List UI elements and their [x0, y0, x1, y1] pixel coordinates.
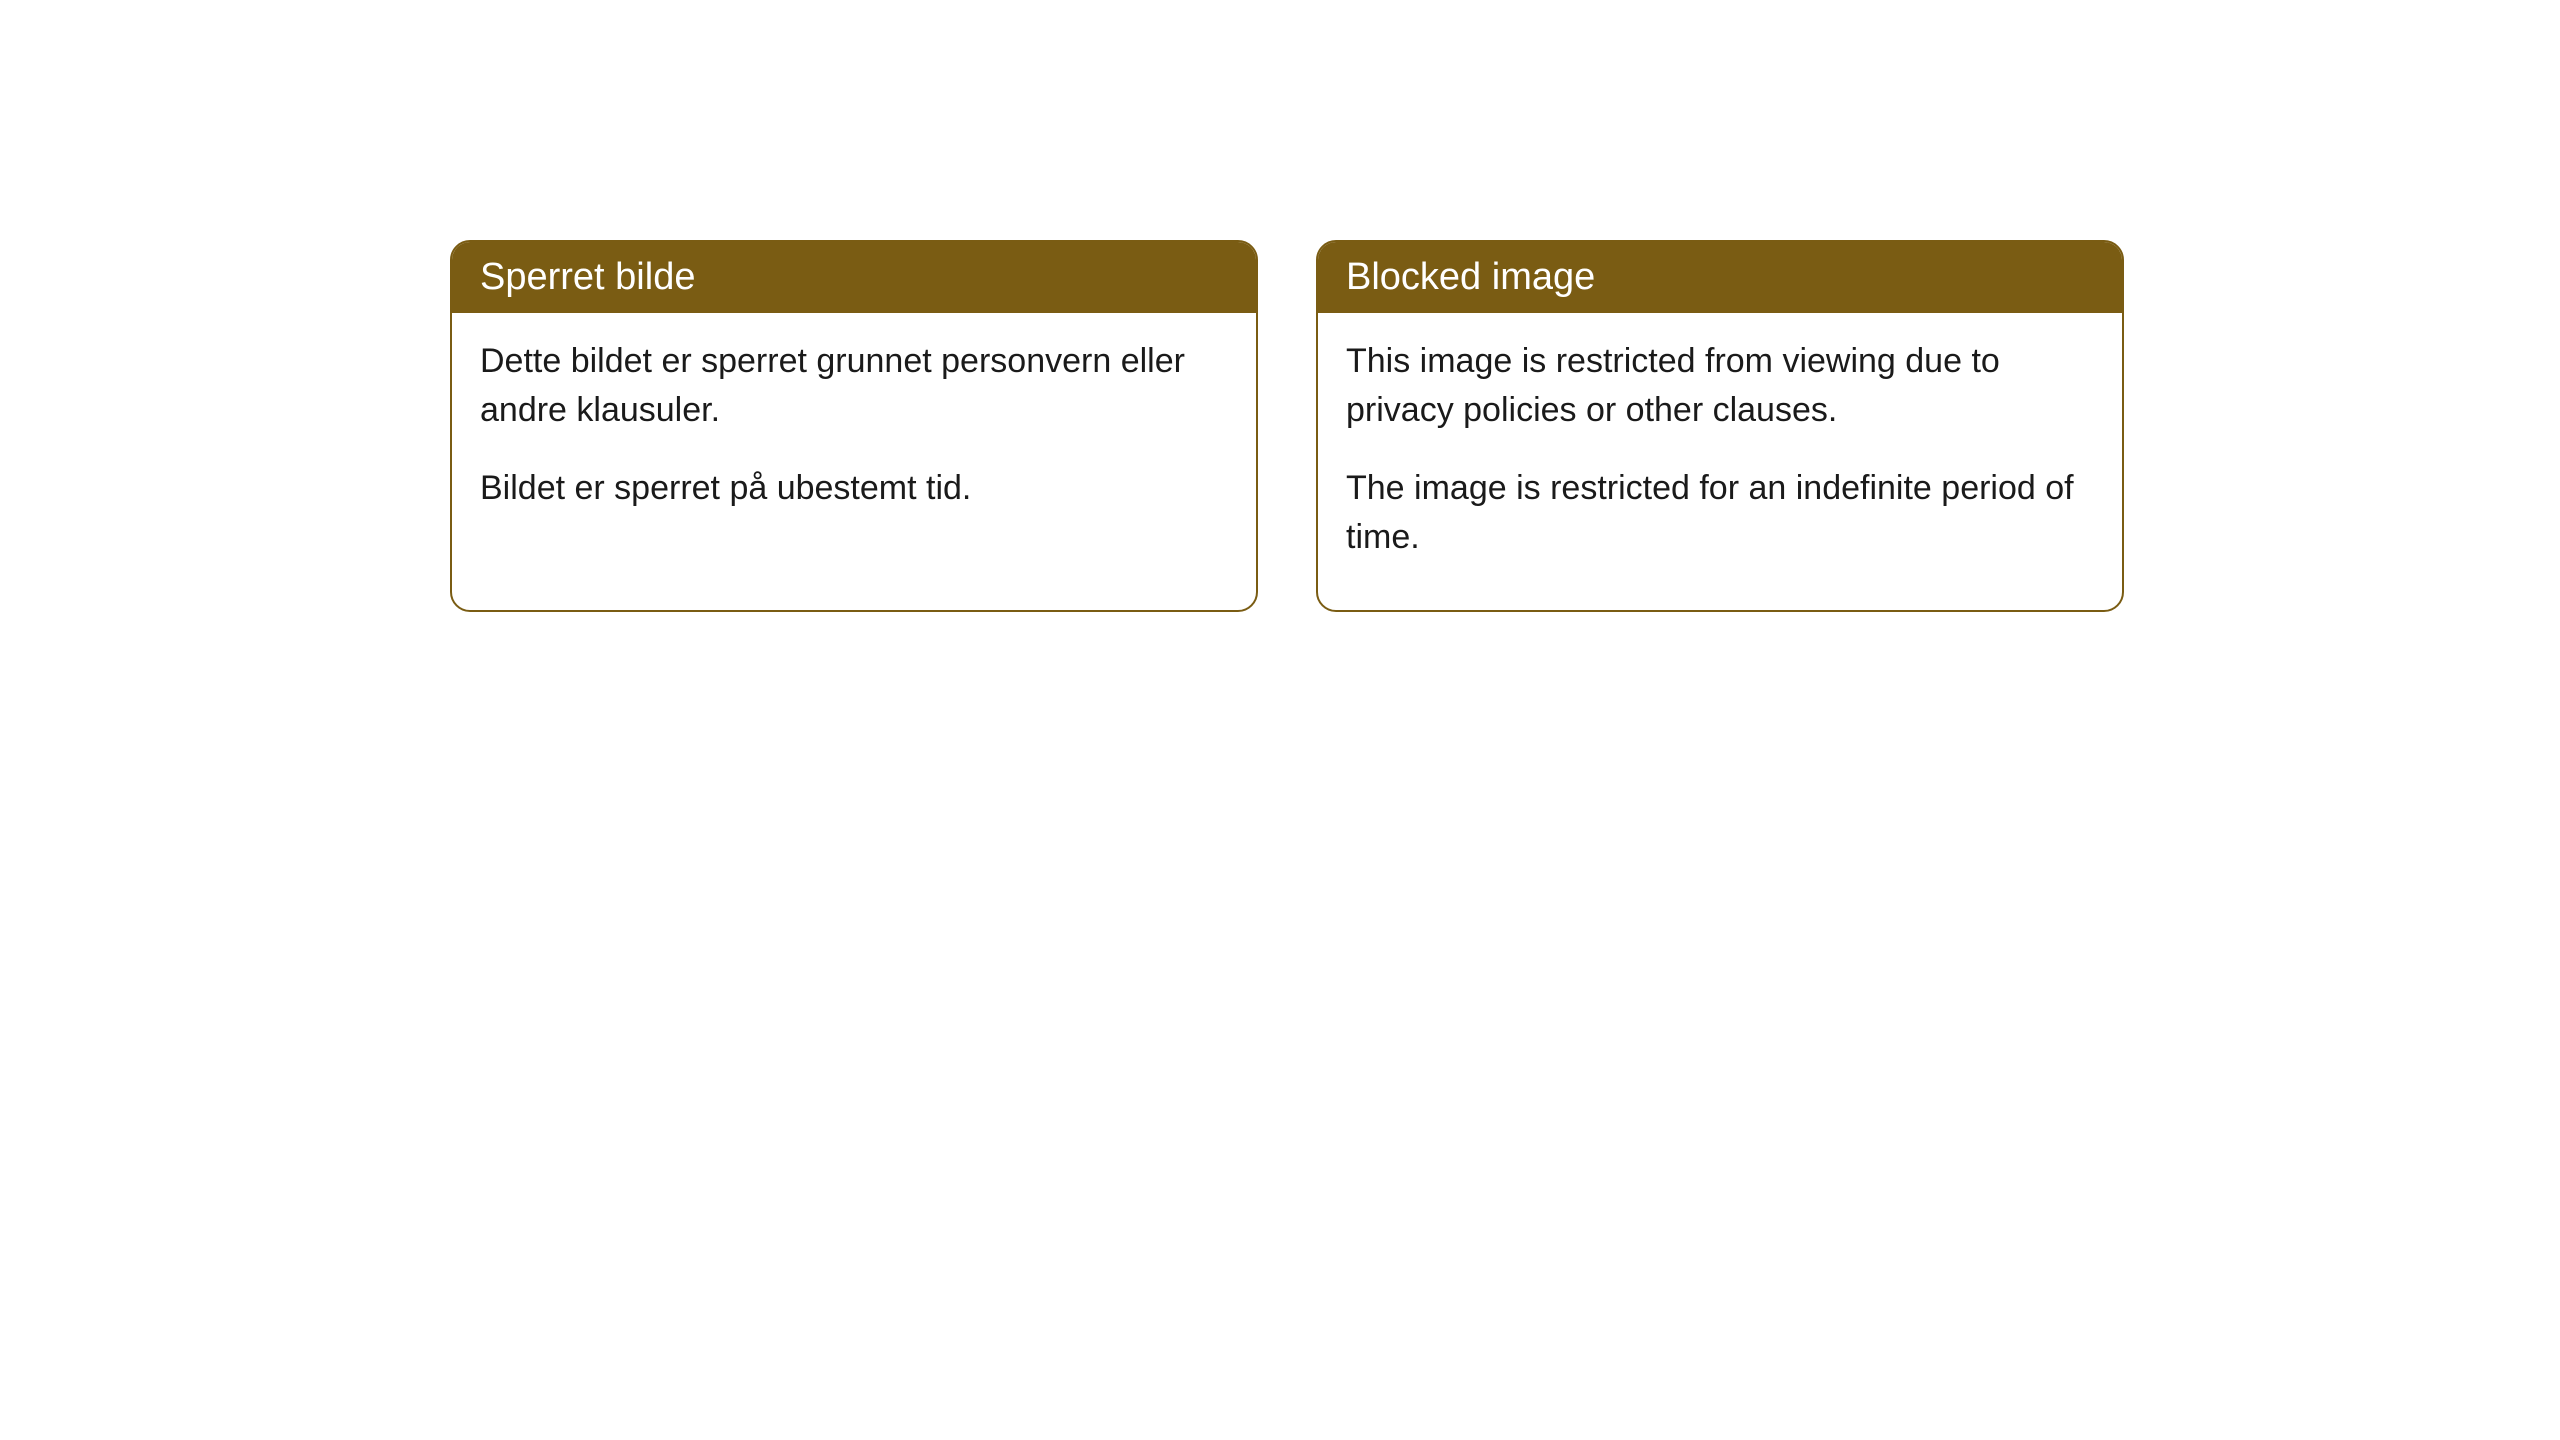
card-paragraph-1: Dette bildet er sperret grunnet personve… — [480, 337, 1228, 436]
notice-cards-container: Sperret bilde Dette bildet er sperret gr… — [450, 240, 2124, 612]
card-header: Blocked image — [1318, 242, 2122, 313]
card-paragraph-2: Bildet er sperret på ubestemt tid. — [480, 464, 1228, 513]
card-title: Sperret bilde — [480, 256, 695, 298]
card-body: Dette bildet er sperret grunnet personve… — [452, 313, 1256, 561]
card-paragraph-2: The image is restricted for an indefinit… — [1346, 464, 2094, 563]
card-body: This image is restricted from viewing du… — [1318, 313, 2122, 610]
notice-card-english: Blocked image This image is restricted f… — [1316, 240, 2124, 612]
card-header: Sperret bilde — [452, 242, 1256, 313]
card-title: Blocked image — [1346, 256, 1595, 298]
card-paragraph-1: This image is restricted from viewing du… — [1346, 337, 2094, 436]
notice-card-norwegian: Sperret bilde Dette bildet er sperret gr… — [450, 240, 1258, 612]
